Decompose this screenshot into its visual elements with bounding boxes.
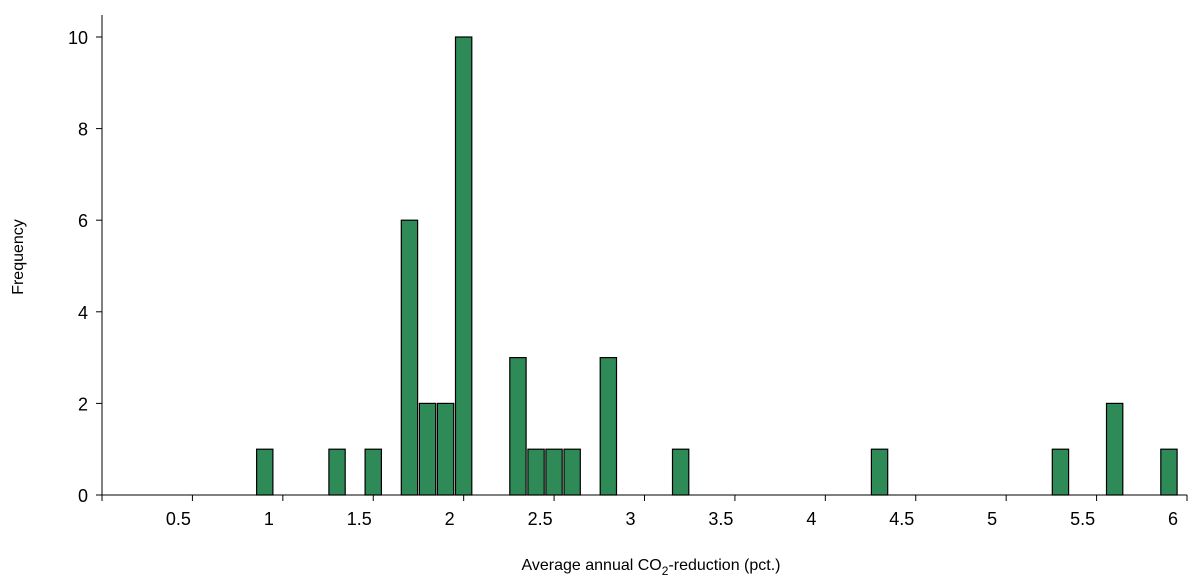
x-tick-label: 2 <box>445 509 455 529</box>
x-axis-title: Average annual CO2-reduction (pct.) <box>522 557 781 578</box>
y-tick-label: 6 <box>78 211 88 231</box>
y-ticks-group: 0 2 4 6 8 10 <box>68 28 102 506</box>
y-tick-label: 8 <box>78 120 88 140</box>
bar <box>1051 448 1070 496</box>
bar <box>454 36 473 496</box>
x-tick-label: 1.5 <box>347 509 372 529</box>
x-tick-label: 0.5 <box>166 509 191 529</box>
x-ticks-group: 0.5 1 1.5 2 2.5 3 3.5 4 4.5 5 5.5 6 <box>101 495 1188 529</box>
bar <box>563 448 581 496</box>
bar <box>364 448 383 496</box>
bar <box>256 448 274 496</box>
x-tick-label: 6 <box>1168 509 1178 529</box>
y-tick-label: 2 <box>78 394 88 414</box>
bars-group <box>256 36 1178 496</box>
bar <box>671 448 690 496</box>
bar <box>1160 448 1178 496</box>
x-tick-label: 3 <box>625 509 635 529</box>
x-tick-label: 4 <box>806 509 816 529</box>
x-tick-label: 3.5 <box>708 509 733 529</box>
bar <box>527 448 545 496</box>
bar <box>545 448 563 496</box>
bar <box>418 402 437 496</box>
y-tick-label: 10 <box>68 28 88 48</box>
bar <box>509 357 527 496</box>
y-tick-label: 4 <box>78 303 88 323</box>
x-axis-title-subscript: 2 <box>662 564 669 578</box>
bar <box>1105 402 1124 496</box>
bar <box>599 357 618 496</box>
bar <box>328 448 346 496</box>
x-tick-label: 5 <box>987 509 997 529</box>
x-tick-label: 4.5 <box>889 509 914 529</box>
y-tick-label: 0 <box>78 486 88 506</box>
x-axis-title-suffix: -reduction (pct.) <box>668 557 780 574</box>
y-axis-title: Frequency <box>10 219 27 295</box>
bar <box>870 448 889 496</box>
x-tick-label: 1 <box>264 509 274 529</box>
x-tick-label: 5.5 <box>1070 509 1095 529</box>
x-axis-title-main: Average annual CO <box>522 557 662 574</box>
x-tick-label: 2.5 <box>528 509 553 529</box>
bar <box>436 402 455 496</box>
bar <box>400 219 419 496</box>
